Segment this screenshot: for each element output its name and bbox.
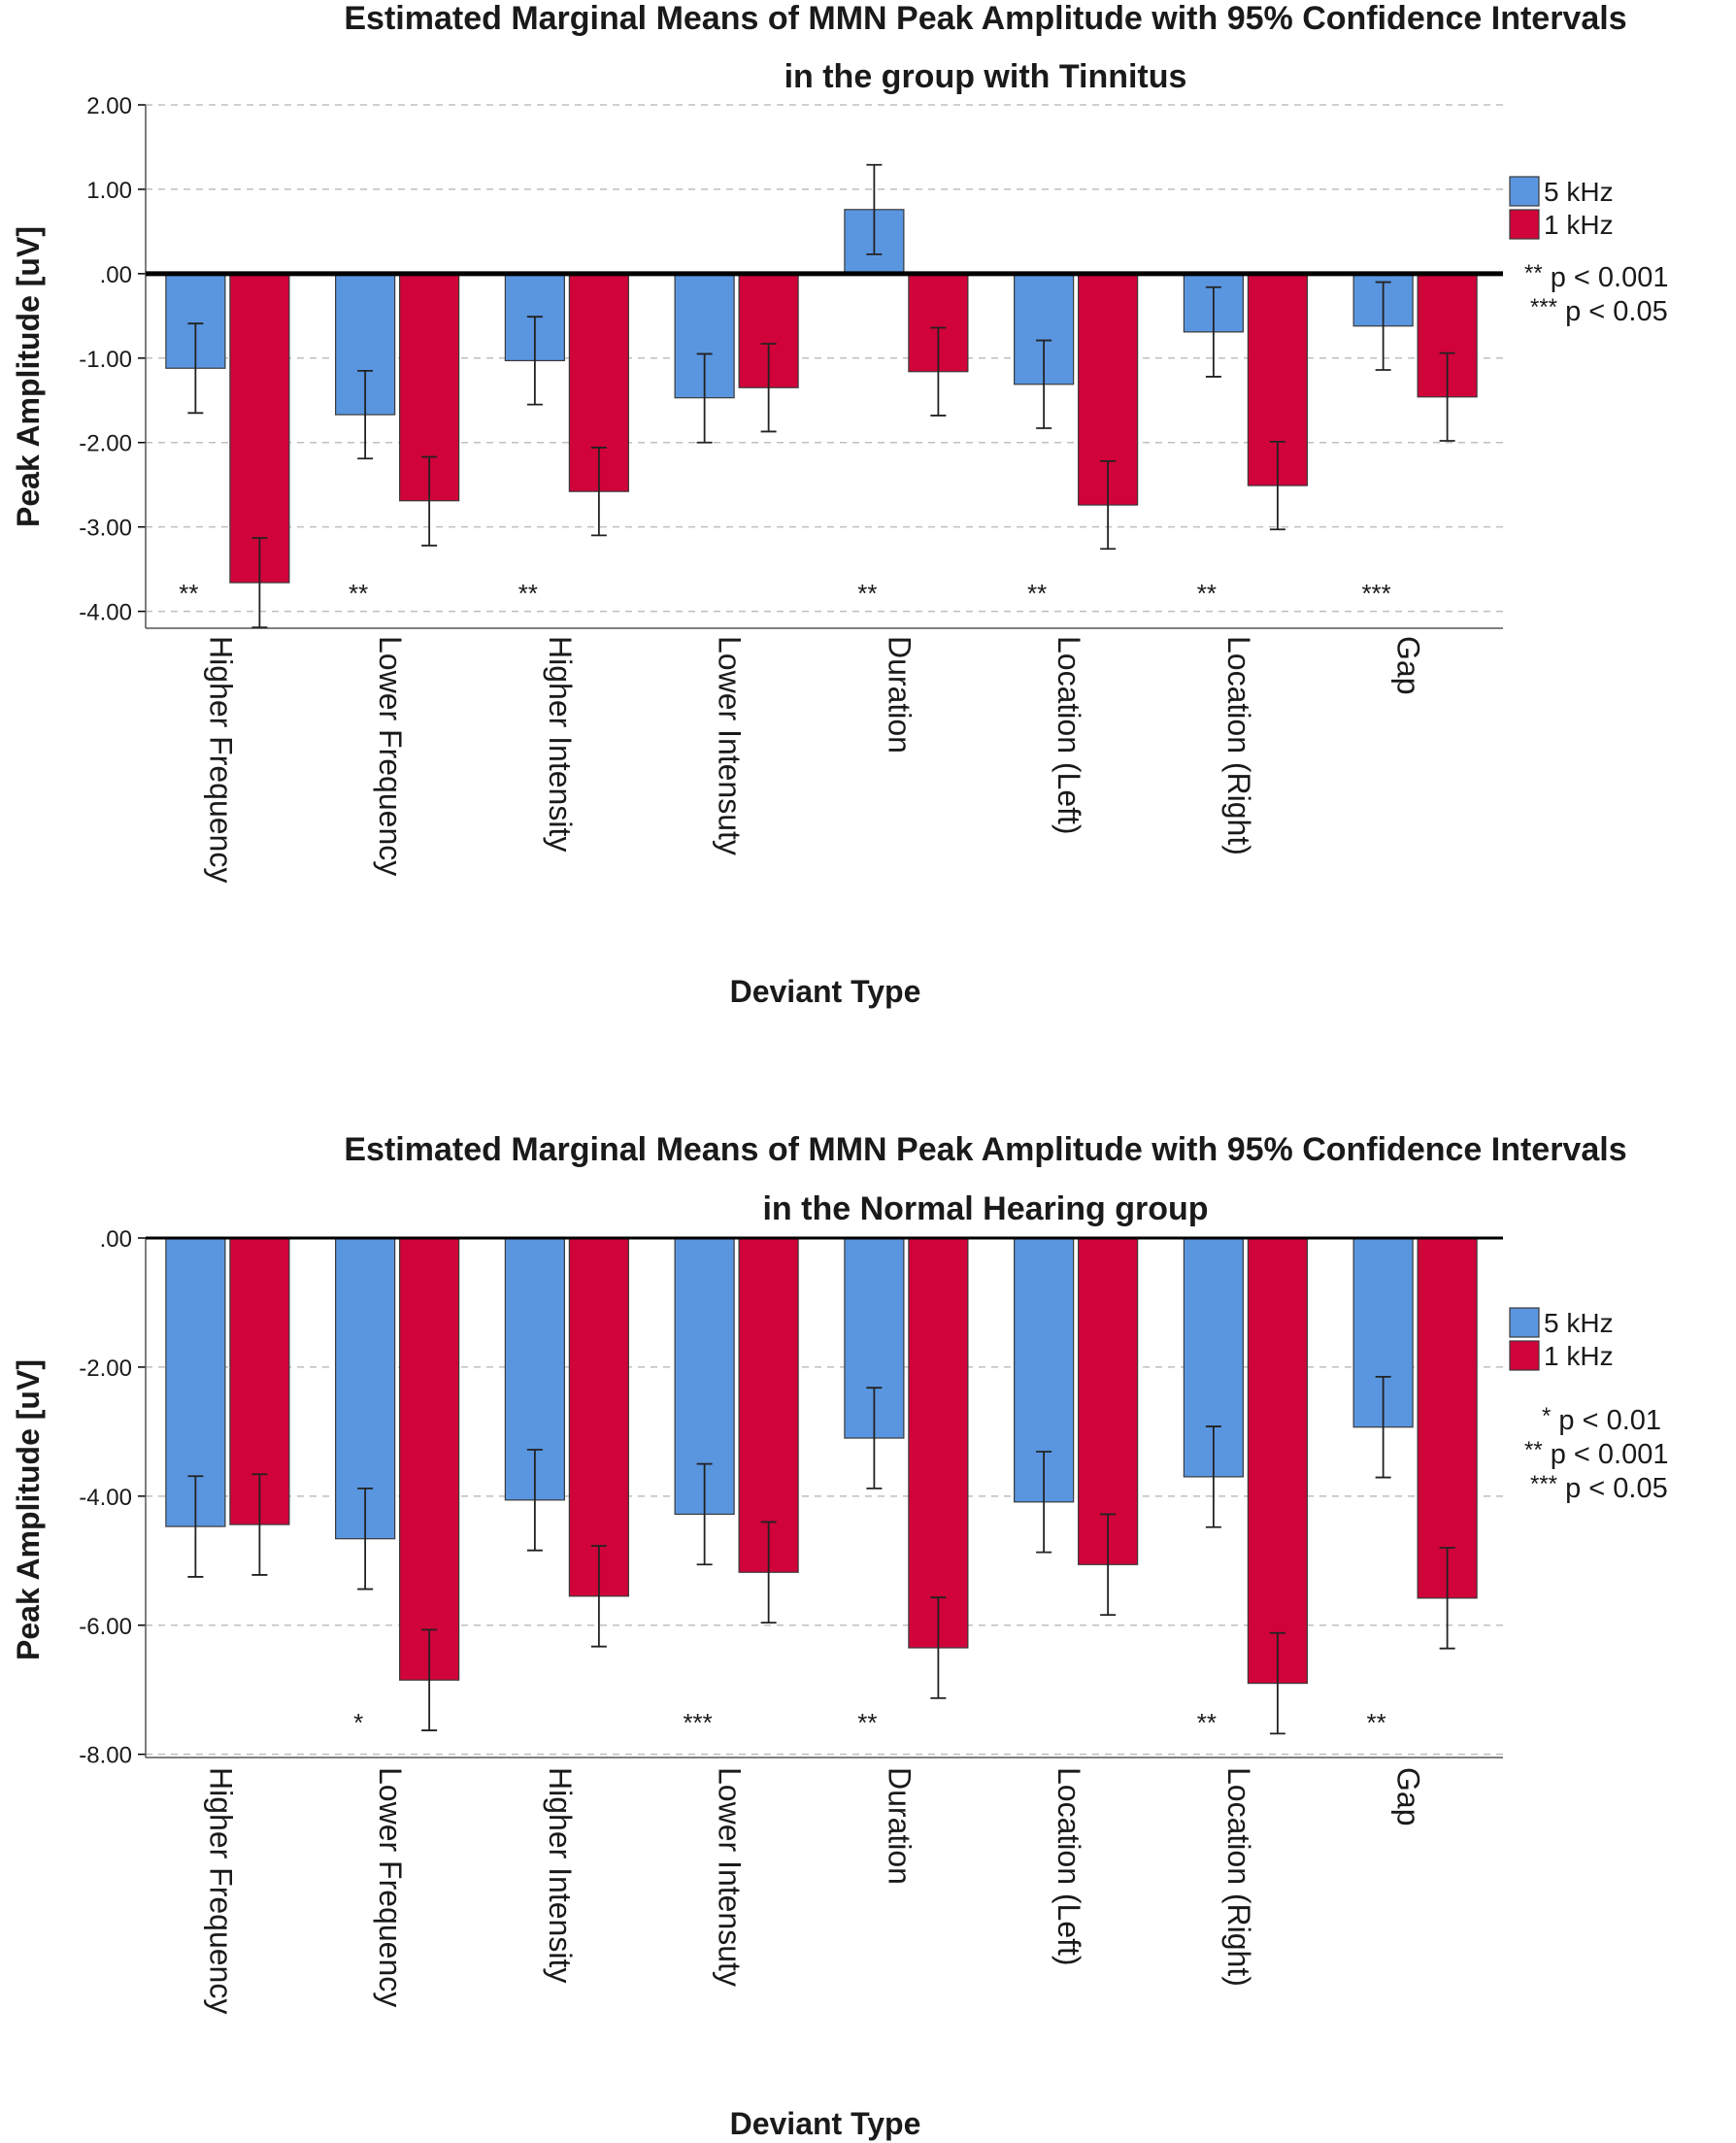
chart-title-line1: Estimated Marginal Means of MMN Peak Amp… (344, 0, 1626, 37)
bar-1khz (908, 1237, 969, 1649)
x-axis-label: Deviant Type (730, 974, 921, 1009)
note-text: p < 0.001 (1543, 262, 1669, 293)
legend-label: 1 kHz (1544, 210, 1614, 240)
x-tick-label: Higher Frequency (203, 1767, 238, 2014)
x-tick-label: Location (Right) (1221, 636, 1256, 855)
legend-swatch-1khz (1509, 209, 1540, 240)
legend-label: 1 kHz (1544, 1341, 1614, 1371)
significance-marker: ** (349, 579, 368, 608)
x-tick-label: Location (Right) (1221, 1767, 1256, 1987)
bar-1khz (1417, 1237, 1478, 1599)
bar-1khz (1247, 1237, 1308, 1685)
significance-note: ** p < 0.001 (1524, 260, 1669, 293)
x-tick-label: Lower Intensuty (713, 1767, 748, 1987)
y-axis-label: Peak Amplitude [uV] (11, 226, 46, 527)
y-tick-label: 1.00 (86, 178, 132, 204)
chart-title-line2: in the group with Tinnitus (785, 58, 1187, 95)
significance-marker: ** (1197, 1708, 1217, 1737)
y-tick-label: -2.00 (79, 431, 132, 457)
x-tick-label: Duration (882, 1767, 917, 1885)
bar-1khz (1247, 273, 1308, 486)
x-tick-label: Higher Intensity (543, 1767, 578, 1983)
bar-1khz (229, 273, 290, 584)
significance-marker: ** (179, 579, 198, 608)
note-stars: ** (1524, 1437, 1543, 1463)
x-axis-label: Deviant Type (730, 2106, 921, 2141)
x-tick-label: Duration (882, 636, 917, 753)
significance-marker: * (353, 1708, 363, 1737)
y-tick-label: .00 (100, 262, 132, 288)
chart-title-line1: Estimated Marginal Means of MMN Peak Amp… (344, 1131, 1626, 1168)
x-tick-label: Location (Left) (1052, 1767, 1086, 1966)
significance-marker: ** (1367, 1708, 1386, 1737)
y-tick-label: .00 (100, 1226, 132, 1253)
x-tick-label: Higher Intensity (543, 636, 578, 852)
y-tick-label: -3.00 (79, 516, 132, 542)
bar-1khz (1078, 1237, 1139, 1565)
x-tick-label: Higher Frequency (203, 636, 238, 883)
x-tick-label: Location (Left) (1052, 636, 1086, 835)
significance-marker: ** (857, 1708, 877, 1737)
bar-1khz (568, 1237, 629, 1597)
legend-swatch-5khz (1509, 176, 1540, 207)
note-text: p < 0.001 (1543, 1439, 1669, 1470)
note-text: p < 0.05 (1557, 1473, 1668, 1504)
y-tick-label: -8.00 (79, 1743, 132, 1769)
legend-swatch-5khz (1509, 1307, 1540, 1338)
chart-panel-2: Estimated Marginal Means of MMN Peak Amp… (11, 1131, 1669, 2141)
y-tick-label: -4.00 (79, 600, 132, 626)
y-tick-label: -6.00 (79, 1614, 132, 1640)
note-stars: * (1542, 1403, 1551, 1429)
bar-1khz (738, 1237, 799, 1573)
significance-marker: *** (1361, 579, 1390, 608)
x-tick-label: Lower Frequency (373, 1767, 408, 2007)
x-tick-label: Lower Frequency (373, 636, 408, 876)
x-tick-label: Gap (1391, 636, 1426, 694)
significance-note: *** p < 0.05 (1530, 294, 1668, 327)
significance-note: ** p < 0.001 (1524, 1437, 1669, 1470)
significance-marker: ** (1197, 579, 1217, 608)
significance-note: * p < 0.01 (1542, 1403, 1661, 1436)
note-text: p < 0.05 (1557, 296, 1668, 327)
y-tick-label: -2.00 (79, 1356, 132, 1382)
x-tick-label: Gap (1391, 1767, 1426, 1825)
y-axis-label: Peak Amplitude [uV] (11, 1359, 46, 1660)
chart-title-line2: in the Normal Hearing group (762, 1190, 1208, 1227)
legend-label: 5 kHz (1544, 1308, 1614, 1338)
note-stars: *** (1530, 1471, 1557, 1497)
significance-marker: ** (518, 579, 538, 608)
significance-marker: ** (1027, 579, 1047, 608)
y-tick-label: 2.00 (86, 93, 132, 119)
legend-swatch-1khz (1509, 1340, 1540, 1371)
significance-marker: ** (857, 579, 877, 608)
legend-label: 5 kHz (1544, 177, 1614, 207)
y-tick-label: -4.00 (79, 1485, 132, 1511)
significance-note: *** p < 0.05 (1530, 1471, 1668, 1504)
bar-1khz (399, 1237, 460, 1681)
note-text: p < 0.01 (1551, 1405, 1661, 1436)
note-stars: ** (1524, 260, 1543, 286)
note-stars: *** (1530, 294, 1557, 320)
chart-panel-1: Estimated Marginal Means of MMN Peak Amp… (11, 0, 1669, 1009)
x-tick-label: Lower Intensuty (713, 636, 748, 855)
y-tick-label: -1.00 (79, 347, 132, 373)
significance-marker: *** (683, 1708, 712, 1737)
